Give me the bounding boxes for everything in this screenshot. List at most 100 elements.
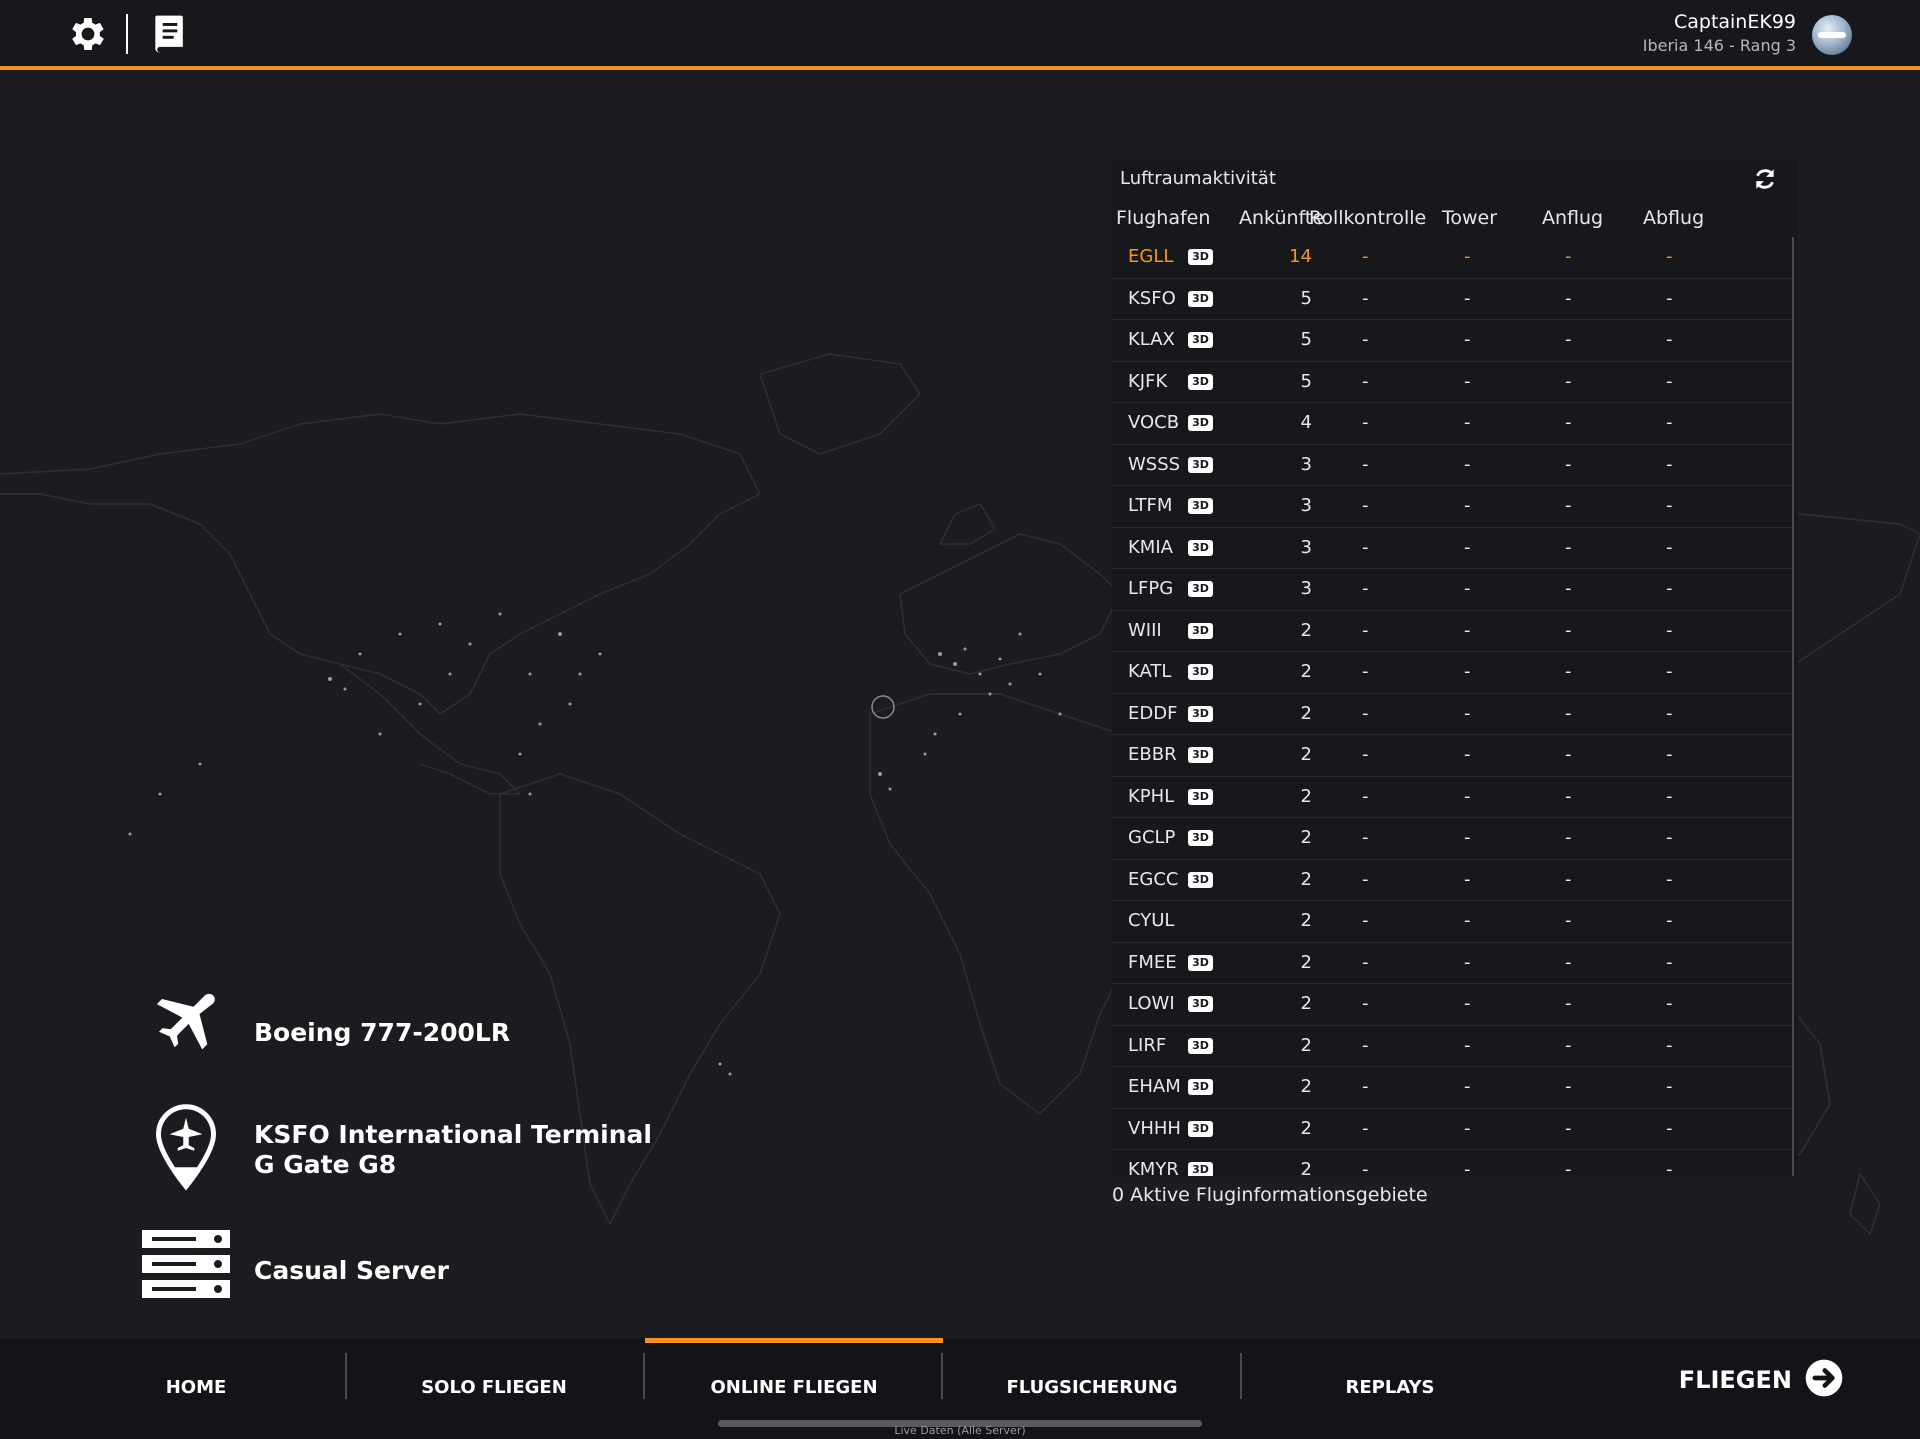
tower-status: - [1464, 827, 1471, 848]
approach-status: - [1565, 910, 1572, 931]
departure-status: - [1666, 453, 1673, 475]
airport-row[interactable]: VHHH 3D 2 - - - - [1112, 1109, 1792, 1150]
tower-status: - [1464, 702, 1471, 724]
airport-icao: EGCC [1128, 868, 1179, 890]
airport-row[interactable]: FMEE 3D 2 - - - - [1112, 943, 1792, 984]
3d-badge: 3D [1188, 705, 1213, 722]
tower-status: - [1464, 744, 1471, 765]
3d-badge: 3D [1188, 622, 1213, 639]
approach-status: - [1565, 951, 1572, 973]
status-bar [718, 1420, 1202, 1427]
ground-status: - [1362, 329, 1369, 350]
airport-row[interactable]: VOCB 3D 4 - - - - [1112, 403, 1792, 445]
airport-icao: EGLL [1128, 246, 1174, 267]
airport-row[interactable]: EHAM 3D 2 - - - - [1112, 1067, 1792, 1109]
col-header-ground[interactable]: Rollkontrolle [1309, 207, 1427, 229]
airport-icao: LOWI [1128, 993, 1175, 1014]
gear-icon[interactable] [66, 12, 110, 56]
nav-home[interactable]: HOME [165, 1377, 227, 1398]
3d-badge: 3D [1188, 581, 1213, 597]
airport-row[interactable]: LIRF 3D 2 - - - - [1112, 1026, 1792, 1067]
approach-status: - [1565, 578, 1572, 599]
airport-row[interactable]: CYUL 2 - - - - [1112, 901, 1792, 943]
airport-icao: LTFM [1128, 495, 1173, 516]
airport-row[interactable]: EGLL 3D 14 - - - - [1112, 237, 1792, 279]
3d-badge: 3D [1188, 290, 1213, 307]
airport-icao: VHHH [1128, 1117, 1181, 1139]
airport-list[interactable]: EGLL 3D 14 - - - - KSFO 3D 5 - - - - KLAX 3D 5 - - - - KJFK 3D… [1112, 237, 1792, 1327]
airport-row[interactable]: KLAX 3D 5 - - - - [1112, 320, 1792, 362]
airport-row[interactable]: GCLP 3D 2 - - - - [1112, 818, 1792, 860]
departure-status: - [1666, 702, 1673, 724]
approach-status: - [1565, 702, 1572, 724]
airport-row[interactable]: KJFK 3D 5 - - - - [1112, 362, 1792, 403]
nav-separator [1240, 1353, 1242, 1399]
approach-status: - [1565, 329, 1572, 350]
airport-icao: KMIA [1128, 536, 1173, 558]
map-marker-circle [871, 695, 895, 719]
airport-icao: WIII [1128, 619, 1162, 641]
3d-badge: 3D [1188, 539, 1213, 556]
approach-status: - [1565, 993, 1572, 1014]
approach-status: - [1565, 246, 1572, 267]
nav-separator [345, 1353, 347, 1399]
airport-row[interactable]: KMIA 3D 3 - - - - [1112, 528, 1792, 569]
nav-online-fliegen[interactable]: ONLINE FLIEGEN [645, 1338, 943, 1439]
col-header-tower[interactable]: Tower [1442, 207, 1498, 229]
col-header-departure[interactable]: Abflug [1643, 207, 1705, 229]
tower-status: - [1464, 246, 1471, 267]
approach-status: - [1565, 744, 1572, 765]
airport-row[interactable]: KPHL 3D 2 - - - - [1112, 777, 1792, 818]
departure-status: - [1666, 246, 1673, 267]
tower-status: - [1464, 993, 1471, 1014]
avatar[interactable] [1812, 15, 1852, 55]
col-header-airport[interactable]: Flughafen [1116, 207, 1211, 229]
airport-row[interactable]: EBBR 3D 2 - - - - [1112, 735, 1792, 777]
airport-row[interactable]: KSFO 3D 5 - - - - [1112, 279, 1792, 320]
arrivals-count: 2 [1300, 785, 1312, 807]
col-header-arrivals[interactable]: Ankünfte [1239, 207, 1325, 229]
ground-status: - [1362, 951, 1369, 973]
tower-status: - [1464, 1159, 1471, 1180]
arrivals-count: 2 [1300, 993, 1312, 1014]
airport-row[interactable]: LFPG 3D 3 - - - - [1112, 569, 1792, 611]
gate-line-1: KSFO International Terminal [254, 1120, 652, 1149]
airport-icao: KATL [1128, 661, 1172, 682]
tower-status: - [1464, 1034, 1471, 1056]
top-divider [126, 14, 128, 54]
ground-status: - [1362, 785, 1369, 807]
airport-icao: VOCB [1128, 412, 1180, 433]
ground-status: - [1362, 827, 1369, 848]
nav-flugsicherung[interactable]: FLUGSICHERUNG [1006, 1377, 1178, 1398]
airport-row[interactable]: EGCC 3D 2 - - - - [1112, 860, 1792, 901]
logbook-icon[interactable] [148, 12, 192, 56]
approach-status: - [1565, 1117, 1572, 1139]
fly-button[interactable]: FLIEGEN [1644, 1358, 1844, 1402]
3d-badge: 3D [1188, 249, 1213, 265]
scrollbar[interactable] [1792, 237, 1794, 1177]
airport-row[interactable]: LOWI 3D 2 - - - - [1112, 984, 1792, 1026]
airport-row[interactable]: EDDF 3D 2 - - - - [1112, 694, 1792, 735]
tower-status: - [1464, 951, 1471, 973]
3d-badge: 3D [1188, 788, 1213, 805]
refresh-icon[interactable] [1752, 166, 1778, 192]
avatar-plane-icon [1818, 32, 1846, 38]
airport-row[interactable]: KATL 3D 2 - - - - [1112, 652, 1792, 694]
col-header-approach[interactable]: Anflug [1542, 207, 1604, 229]
nav-replays[interactable]: REPLAYS [1345, 1377, 1435, 1398]
nav-separator [941, 1353, 943, 1399]
arrivals-count: 3 [1300, 578, 1312, 599]
approach-status: - [1565, 1034, 1572, 1056]
departure-status: - [1666, 329, 1673, 350]
approach-status: - [1565, 536, 1572, 558]
arrivals-count: 2 [1300, 1117, 1312, 1139]
airport-row[interactable]: LTFM 3D 3 - - - - [1112, 486, 1792, 528]
airport-row[interactable]: WSSS 3D 3 - - - - [1112, 445, 1792, 486]
airport-row[interactable]: WIII 3D 2 - - - - [1112, 611, 1792, 652]
arrivals-count: 5 [1300, 329, 1312, 350]
nav-solo-fliegen[interactable]: SOLO FLIEGEN [421, 1377, 567, 1398]
tower-status: - [1464, 868, 1471, 890]
ground-status: - [1362, 453, 1369, 475]
ground-status: - [1362, 1117, 1369, 1139]
airport-icao: KPHL [1128, 785, 1175, 807]
